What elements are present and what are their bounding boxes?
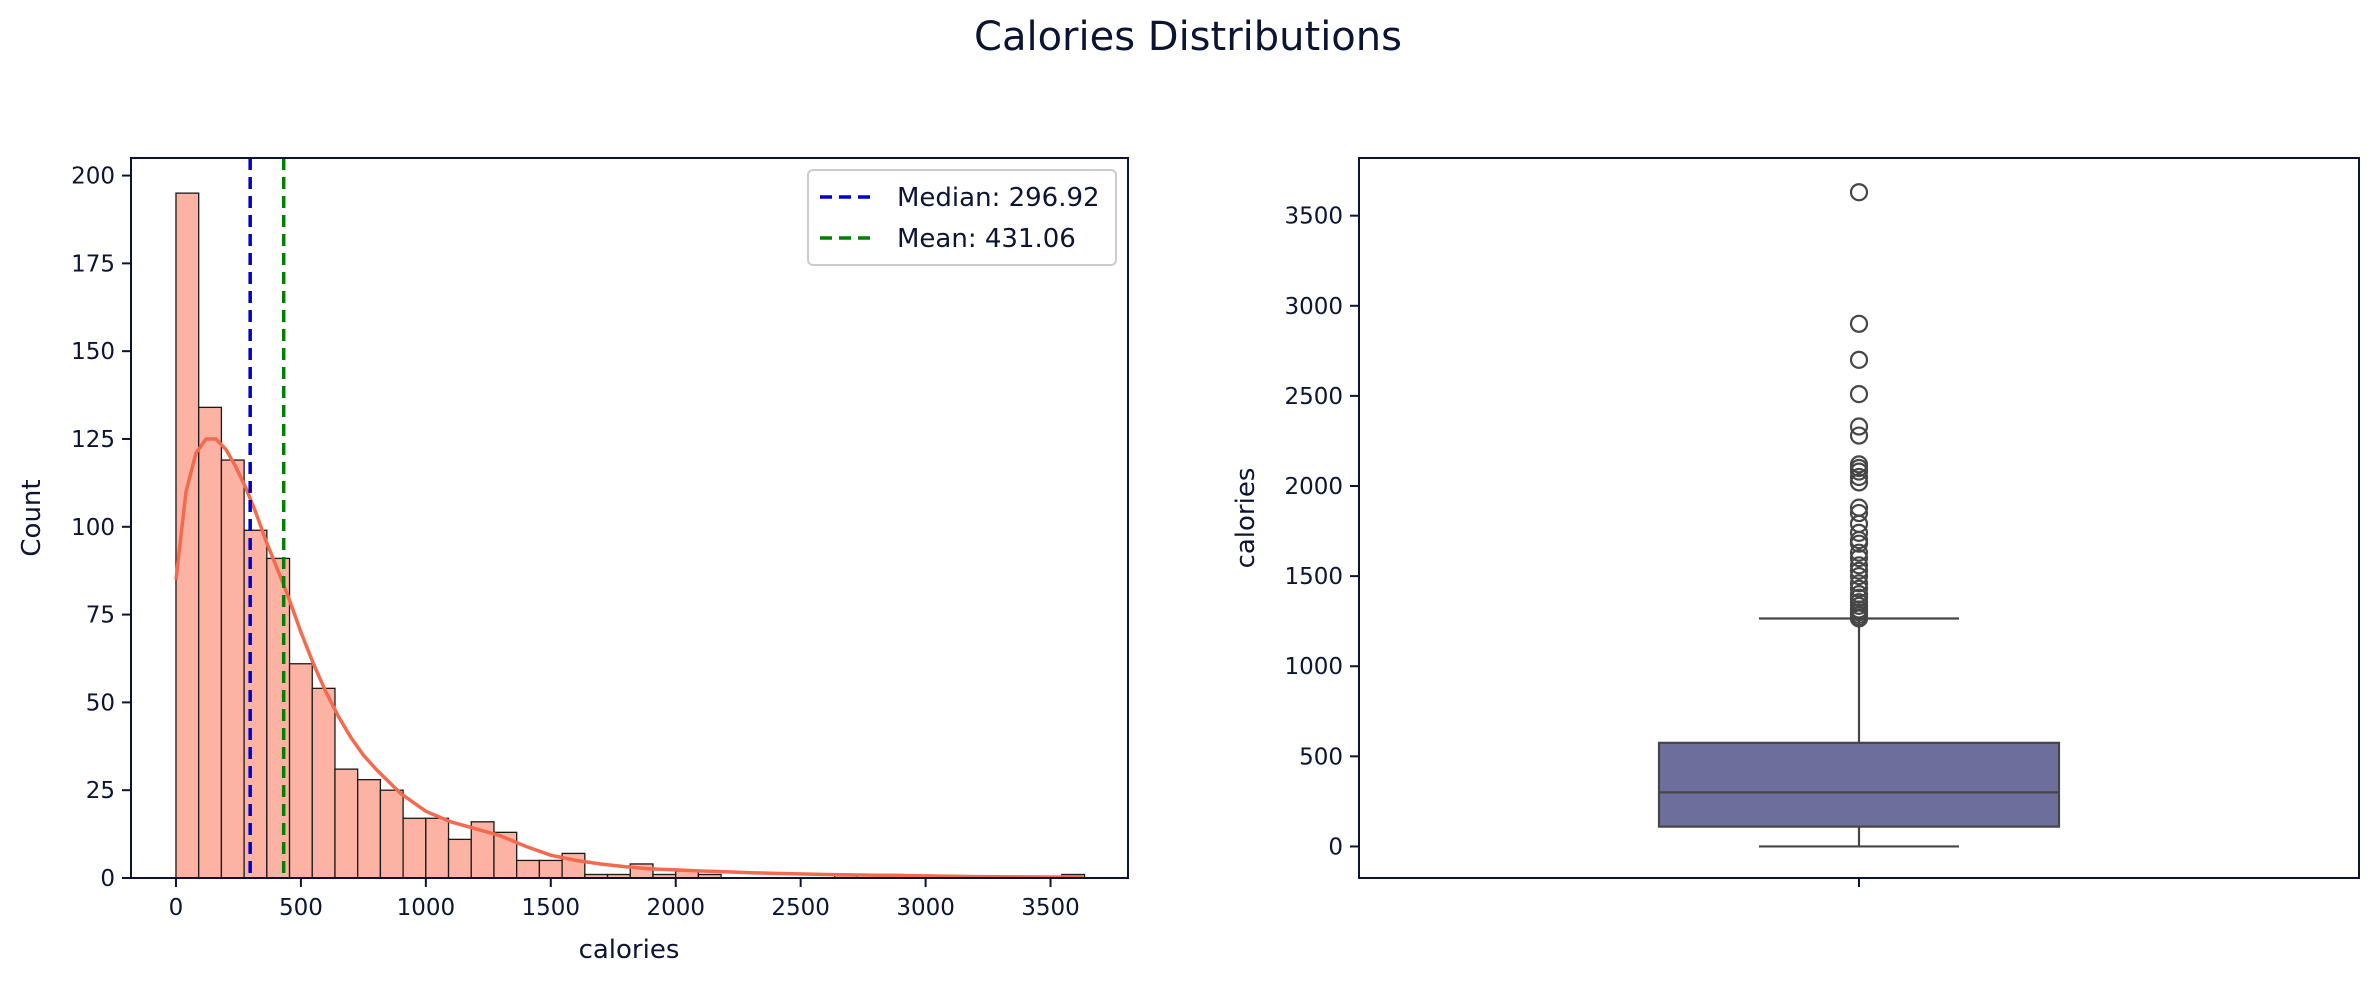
histogram-y-ticks: 0 25 50 75 100 125 150 175 200: [71, 164, 131, 892]
kde-curve: [174, 437, 1084, 880]
boxplot-y-ticks: 0 500 1000 1500 2000 2500 3000 3500: [1284, 204, 1359, 860]
outlier-point: [1849, 455, 1869, 474]
x-tick-label: 2500: [771, 895, 830, 921]
y-tick-label: 25: [86, 778, 115, 804]
y-tick-label: 75: [86, 603, 115, 629]
histogram-bar: [379, 789, 404, 879]
y-tick-label: 1000: [1284, 654, 1343, 680]
outlier-point: [1849, 426, 1869, 445]
histogram-bars: [175, 192, 1086, 879]
outlier-point: [1849, 543, 1869, 562]
histogram-bar: [425, 817, 450, 879]
outlier-point: [1849, 384, 1869, 404]
outlier-point: [1849, 567, 1869, 586]
outlier-point: [1849, 473, 1869, 492]
x-tick-label: 500: [279, 895, 323, 921]
boxplot-chart: 0 500 1000 1500 2000 2500 3000 3500 calories: [1231, 157, 2360, 887]
outlier-point: [1849, 579, 1869, 598]
histogram-bar: [311, 687, 336, 879]
x-tick-label: 3500: [1021, 895, 1080, 921]
outlier-point: [1849, 467, 1869, 487]
y-tick-label: 3000: [1284, 294, 1343, 320]
y-tick-label: 200: [71, 164, 115, 190]
histogram-x-ticks: 0 500 1000 1500 2000 2500 3000 3500: [169, 878, 1080, 921]
outlier-point: [1849, 561, 1869, 580]
histogram-bar: [198, 406, 223, 879]
histogram-bar: [220, 459, 245, 879]
x-tick-label: 3000: [896, 895, 955, 921]
y-tick-label: 175: [71, 251, 115, 277]
histogram-bar: [266, 557, 291, 879]
outlier-point: [1849, 503, 1869, 523]
interquartile-box: [1657, 741, 2061, 828]
histogram-bar: [288, 663, 313, 879]
histogram-bar: [516, 859, 541, 879]
x-tick-label: 1000: [397, 895, 456, 921]
outlier-point: [1849, 585, 1869, 604]
y-tick-label: 125: [71, 427, 115, 453]
outlier-point: [1849, 556, 1869, 575]
histogram-y-label: Count: [17, 479, 47, 556]
y-tick-label: 0: [100, 866, 115, 892]
x-tick-label: 2000: [646, 895, 705, 921]
figure-title: Calories Distributions: [974, 14, 1402, 60]
y-tick-label: 2500: [1284, 384, 1343, 410]
histogram-bar: [334, 768, 359, 879]
legend-mean-label: Mean: 431.06: [897, 224, 1076, 254]
outlier-point: [1849, 593, 1869, 612]
outlier-point: [1849, 350, 1869, 369]
histogram-bar: [243, 529, 268, 879]
y-tick-label: 1500: [1284, 564, 1343, 590]
x-tick-label: 1500: [522, 895, 581, 921]
boxplot-outliers: [1849, 183, 1869, 628]
y-tick-label: 500: [1299, 744, 1343, 770]
y-tick-label: 3500: [1284, 204, 1343, 230]
outlier-point: [1849, 549, 1869, 568]
histogram-bar: [447, 838, 472, 879]
outlier-point: [1849, 498, 1869, 517]
boxplot-y-label: calories: [1231, 468, 1261, 569]
histogram-bar: [402, 817, 427, 879]
legend-box: [807, 169, 1117, 266]
boxplot-body: [1657, 617, 2061, 848]
y-tick-label: 100: [71, 515, 115, 541]
outlier-point: [1849, 523, 1869, 542]
outlier-point: [1849, 574, 1869, 593]
legend: Median: 296.92 Mean: 431.06: [807, 169, 1117, 266]
histogram-chart: 0 500 1000 1500 2000 2500 3000 3500 0 25 50 75 100 1…: [17, 157, 1129, 965]
y-tick-label: 50: [86, 690, 115, 716]
histogram-bar: [538, 859, 563, 879]
y-tick-label: 2000: [1284, 474, 1343, 500]
histogram-frame: [130, 157, 1129, 879]
legend-median-label: Median: 296.92: [897, 183, 1100, 213]
outlier-point: [1849, 417, 1869, 436]
x-tick-label: 0: [169, 895, 184, 921]
y-tick-label: 150: [71, 339, 115, 365]
y-tick-label: 0: [1328, 834, 1343, 860]
histogram-x-label: calories: [579, 935, 680, 965]
outlier-point: [1849, 183, 1869, 202]
histogram-bar: [357, 779, 382, 879]
outlier-point: [1849, 314, 1869, 333]
